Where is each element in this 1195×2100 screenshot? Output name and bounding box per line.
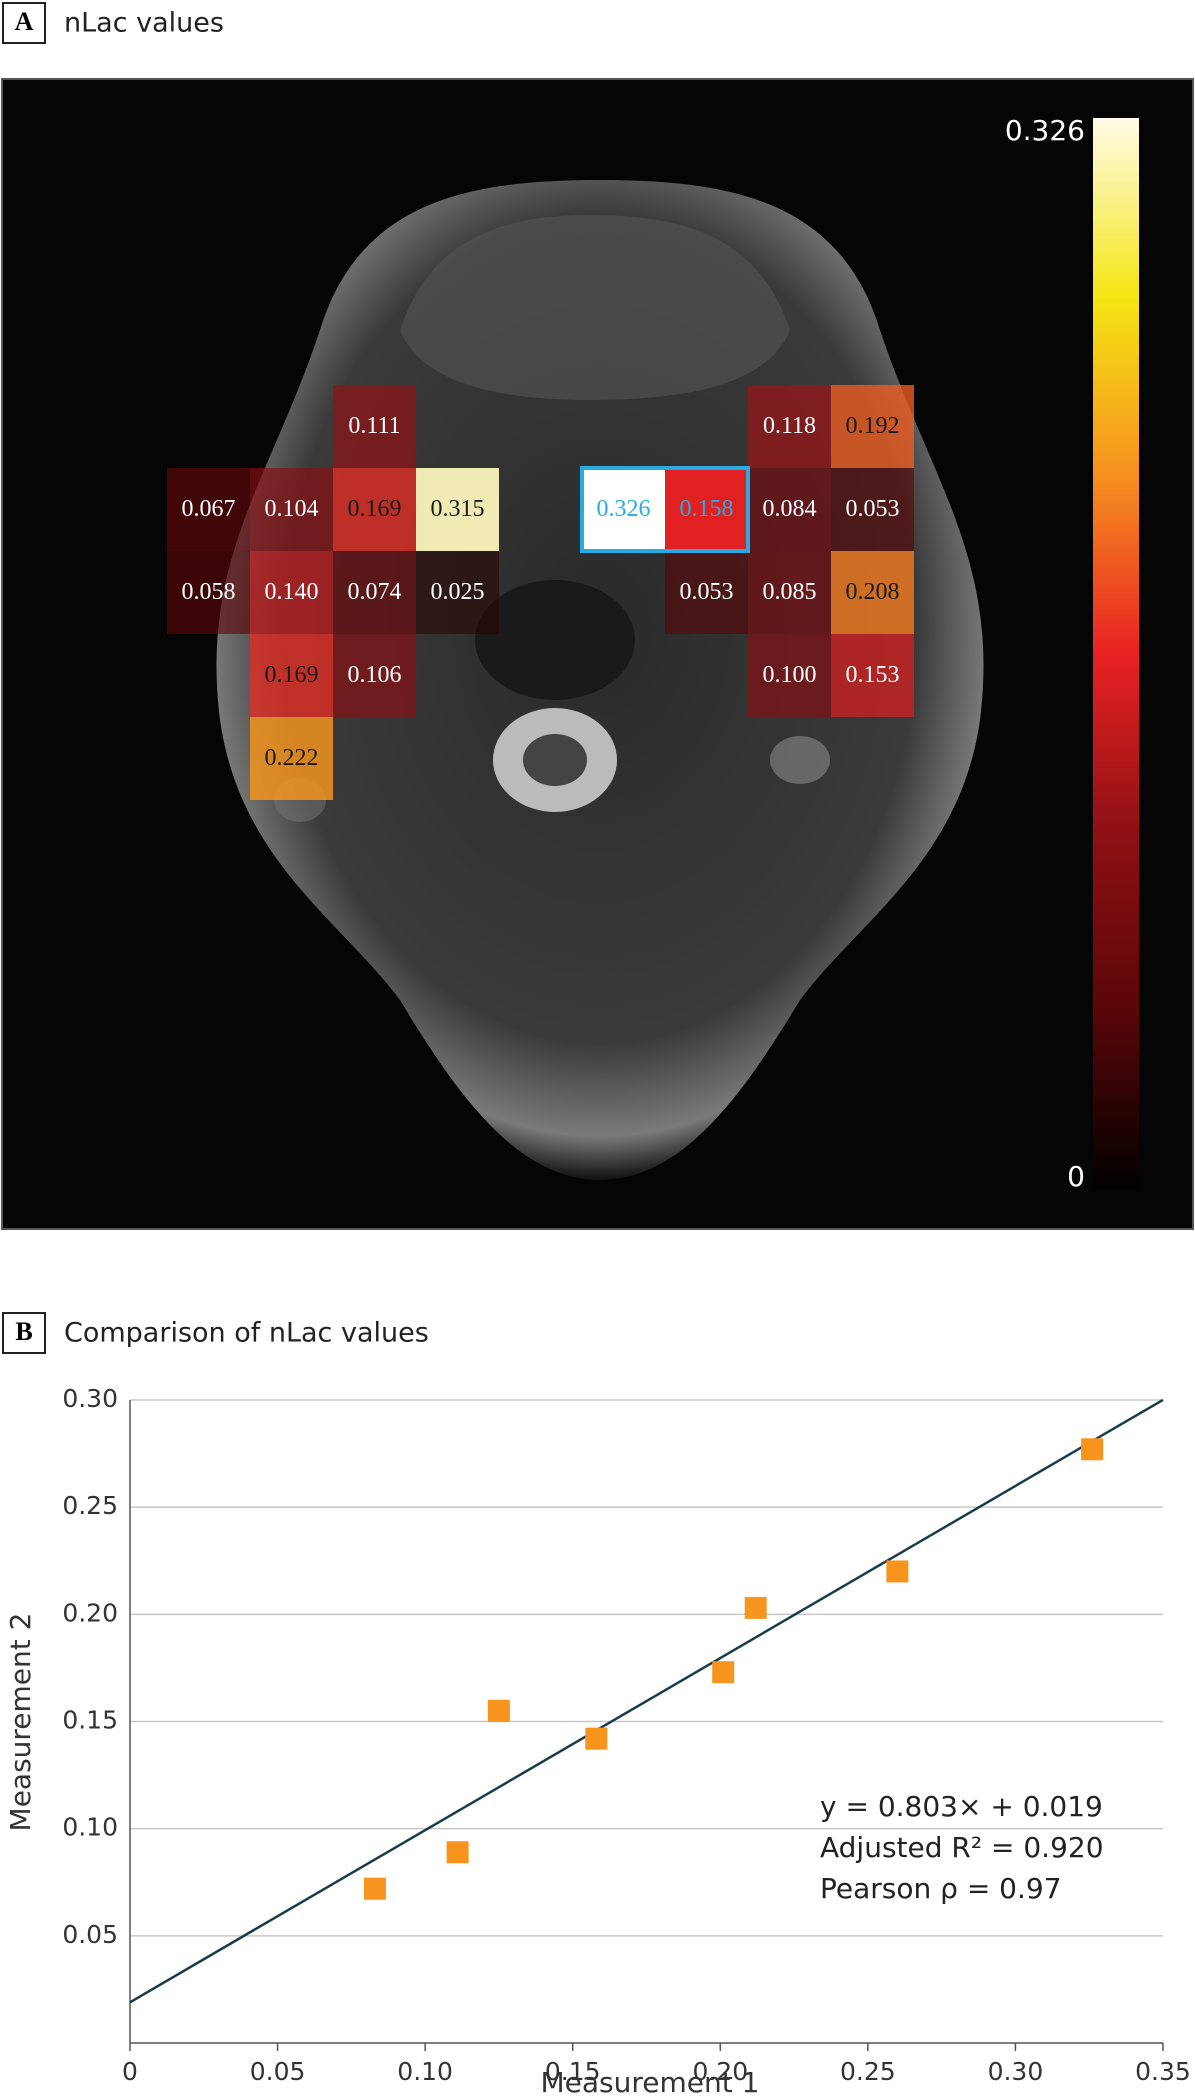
cell-label: 0.053: [680, 579, 734, 605]
panel-label-box: [2, 2, 46, 44]
highlight-box: [580, 466, 750, 553]
cell-label: 0.208: [846, 579, 900, 605]
x-tick-label: 0.30: [988, 2057, 1044, 2086]
y-tick-label: 0.25: [62, 1491, 118, 1520]
cell-label: 0.058: [182, 579, 236, 605]
cell-label: 0.326: [597, 496, 651, 522]
heat-cell: [748, 634, 831, 717]
heat-cell: [748, 551, 831, 634]
fit-line: [129, 1398, 1164, 2004]
point: [363, 1877, 386, 1900]
panel-title: Comparison of nLac values: [64, 1318, 429, 1349]
heat-cell: [333, 468, 416, 551]
cell-label: 0.111: [348, 413, 400, 439]
cell-label: 0.169: [265, 662, 319, 688]
heat-cell: [250, 634, 333, 717]
heat-cell: [333, 385, 416, 468]
point: [487, 1699, 510, 1722]
cell-label: 0.140: [265, 579, 319, 605]
y-tick-label: 0.30: [62, 1384, 118, 1413]
point: [585, 1727, 608, 1750]
heat-cell: [333, 634, 416, 717]
panel-title: nLac values: [64, 8, 224, 39]
x-tick-label: 0.15: [545, 2057, 601, 2086]
cell-label: 0.169: [348, 496, 402, 522]
x-tick-label: 0.05: [250, 2057, 306, 2086]
x-tick-label: 0.10: [397, 2057, 453, 2086]
heat-cell: [250, 717, 333, 800]
annotation: y = 0.803× + 0.019: [820, 1790, 1103, 1823]
point: [744, 1596, 767, 1619]
cell-label: 0.192: [846, 413, 900, 439]
heatmap: 0.111 0.118 0.192 0.067 0.104 0.169 0.315 0.326…: [167, 385, 914, 800]
panel-label: B: [15, 1317, 32, 1346]
panel-label: A: [15, 7, 34, 36]
x-axis-label: Measurement 1: [541, 2066, 760, 2099]
y-tick-label: 0.10: [62, 1813, 118, 1842]
heat-cell: [831, 468, 914, 551]
cell-label: 0.106: [348, 662, 402, 688]
heat-cell: [582, 468, 665, 551]
heat-cell: [831, 551, 914, 634]
cell-label: 0.118: [763, 413, 816, 439]
cell-label: 0.084: [763, 496, 817, 522]
cell-label: 0.085: [763, 579, 817, 605]
colorbar-tick-label: 0: [1067, 1160, 1085, 1193]
x-tick-label: 0: [122, 2057, 138, 2086]
cell-label: 0.315: [431, 496, 485, 522]
cell-label: 0.100: [763, 662, 817, 688]
cell-label: 0.074: [348, 579, 402, 605]
panel-label-box: [2, 1312, 46, 1354]
x-tick-label: 0.35: [1135, 2057, 1191, 2086]
y-tick-label: 0.15: [62, 1706, 118, 1735]
heat-cell: [748, 385, 831, 468]
x-tick-label: 0.20: [692, 2057, 748, 2086]
heat-cell: [748, 468, 831, 551]
y-axis-label: Measurement 2: [4, 1613, 37, 1832]
point: [1081, 1438, 1104, 1461]
point: [886, 1560, 909, 1583]
mri-tongue: [400, 215, 790, 400]
colorbar-tick-label: 0.326: [1005, 114, 1085, 147]
annotation: Pearson ρ = 0.97: [820, 1872, 1062, 1905]
point: [712, 1661, 735, 1684]
cell-label: 0.067: [182, 496, 236, 522]
mri-vessel: [770, 736, 830, 784]
heat-cell: [831, 634, 914, 717]
heat-cell: [167, 551, 250, 634]
mri-airway: [475, 580, 635, 700]
colorbar: [1093, 118, 1139, 1190]
point: [446, 1841, 469, 1864]
x-tick-label: 0.25: [840, 2057, 896, 2086]
cell-label: 0.158: [680, 496, 734, 522]
heat-cell: [333, 551, 416, 634]
mri-canal: [523, 734, 587, 786]
heat-cell: [250, 551, 333, 634]
cell-label: 0.153: [846, 662, 900, 688]
cell-label: 0.104: [265, 496, 319, 522]
heat-cell: [416, 551, 499, 634]
heat-cell: [167, 468, 250, 551]
heat-cell: [665, 468, 748, 551]
cell-label: 0.053: [846, 496, 900, 522]
heat-cell: [416, 468, 499, 551]
heat-cell: [250, 468, 333, 551]
cell-label: 0.222: [265, 745, 319, 771]
cell-label: 0.025: [431, 579, 485, 605]
heat-cell: [831, 385, 914, 468]
heat-cell: [665, 551, 748, 634]
y-tick-label: 0.20: [62, 1598, 118, 1627]
y-tick-label: 0.05: [62, 1920, 118, 1949]
annotation: Adjusted R² = 0.920: [820, 1831, 1104, 1864]
